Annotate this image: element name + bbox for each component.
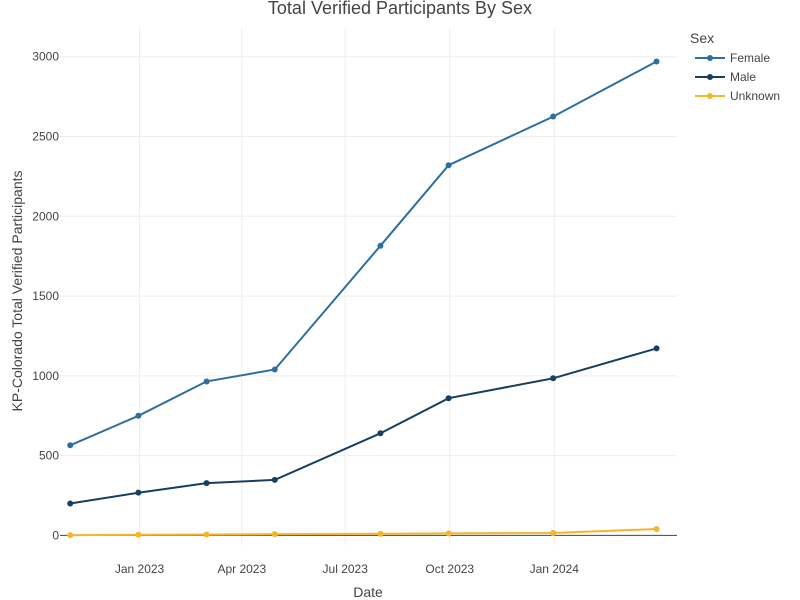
y-axis-title: KP-Colorado Total Verified Participants: [9, 171, 25, 412]
gridlines: [60, 28, 677, 545]
legend-title: Sex: [690, 30, 714, 46]
y-tick-label: 2000: [32, 209, 59, 223]
series-line: [70, 347, 657, 505]
data-point[interactable]: [271, 366, 278, 373]
series-line: [69, 60, 657, 447]
y-tick-label: 3000: [32, 50, 59, 64]
data-point[interactable]: [67, 532, 74, 539]
data-point[interactable]: [271, 531, 278, 538]
data-point[interactable]: [67, 500, 74, 507]
series-lines: [67, 58, 660, 539]
data-point[interactable]: [377, 530, 384, 537]
data-point[interactable]: [67, 442, 74, 449]
series-male[interactable]: [67, 345, 660, 507]
data-point[interactable]: [550, 530, 557, 537]
series-unknown[interactable]: [67, 526, 660, 539]
x-tick-label: Jan 2023: [115, 562, 165, 576]
legend-item-male[interactable]: Male: [695, 70, 756, 84]
data-point[interactable]: [653, 58, 660, 65]
data-point[interactable]: [203, 378, 210, 385]
data-point[interactable]: [653, 526, 660, 533]
legend-item-unknown[interactable]: Unknown: [695, 89, 780, 103]
data-point[interactable]: [445, 162, 452, 169]
x-tick-label: Oct 2023: [425, 562, 474, 576]
legend[interactable]: Sex Female Male Unknown: [690, 30, 780, 103]
data-point[interactable]: [377, 242, 384, 249]
y-tick-label: 1000: [32, 369, 59, 383]
data-point[interactable]: [653, 345, 660, 352]
y-tick-label: 1500: [32, 289, 59, 303]
legend-swatch-marker: [707, 55, 713, 61]
legend-label: Unknown: [730, 89, 780, 103]
series-line: [70, 528, 657, 537]
legend-swatch-marker: [707, 93, 713, 99]
data-point[interactable]: [203, 531, 210, 538]
data-point[interactable]: [445, 530, 452, 537]
y-tick-label: 500: [39, 449, 59, 463]
axis-ticks: Jan 2023 Apr 2023 Jul 2023 Oct 2023 Jan 2024…: [32, 50, 579, 576]
x-tick-label: Jan 2024: [530, 562, 580, 576]
data-point[interactable]: [203, 480, 210, 487]
legend-label: Female: [730, 51, 770, 65]
x-tick-label: Jul 2023: [323, 562, 369, 576]
data-point[interactable]: [550, 375, 557, 382]
legend-swatch-marker: [707, 74, 713, 80]
x-tick-label: Apr 2023: [217, 562, 266, 576]
legend-item-female[interactable]: Female: [695, 51, 770, 65]
y-tick-label: 2500: [32, 130, 59, 144]
data-point[interactable]: [445, 395, 452, 402]
data-point[interactable]: [550, 113, 557, 120]
data-point[interactable]: [377, 430, 384, 437]
y-tick-label: 0: [52, 528, 59, 542]
data-point[interactable]: [135, 531, 142, 538]
legend-label: Male: [730, 70, 756, 84]
data-point[interactable]: [135, 489, 142, 496]
series-female[interactable]: [67, 58, 660, 449]
data-point[interactable]: [135, 412, 142, 419]
data-point[interactable]: [271, 476, 278, 483]
x-axis-title: Date: [353, 584, 383, 600]
chart-title: Total Verified Participants By Sex: [268, 0, 532, 18]
